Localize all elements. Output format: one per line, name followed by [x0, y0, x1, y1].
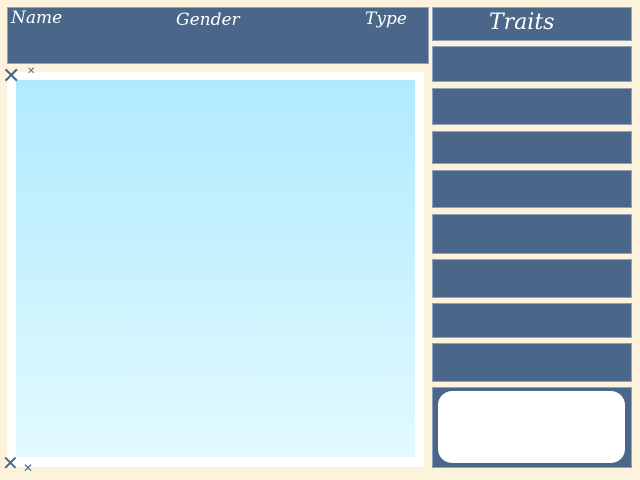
trait-slot — [432, 259, 632, 298]
trait-slot — [432, 170, 632, 208]
notes-area — [438, 391, 625, 463]
traits-title: Traits — [489, 10, 555, 35]
sparkle-icon: ✕ — [27, 66, 36, 77]
name-label: Name — [11, 8, 63, 28]
trait-slot — [432, 46, 632, 82]
trait-slot — [432, 131, 632, 164]
info-header: Name Gender Type — [7, 7, 429, 64]
trait-slot — [432, 343, 632, 382]
trait-slot — [432, 303, 632, 338]
sparkle-icon: ✕ — [2, 451, 19, 475]
sparkle-icon: ✕ — [23, 461, 34, 475]
artwork-area — [16, 80, 415, 457]
sparkle-icon: ✕ — [2, 64, 21, 89]
traits-title-box: Traits — [432, 7, 632, 41]
trait-slot — [432, 214, 632, 254]
type-label: Type — [365, 9, 407, 29]
gender-label: Gender — [176, 10, 240, 30]
trait-slot — [432, 88, 632, 125]
